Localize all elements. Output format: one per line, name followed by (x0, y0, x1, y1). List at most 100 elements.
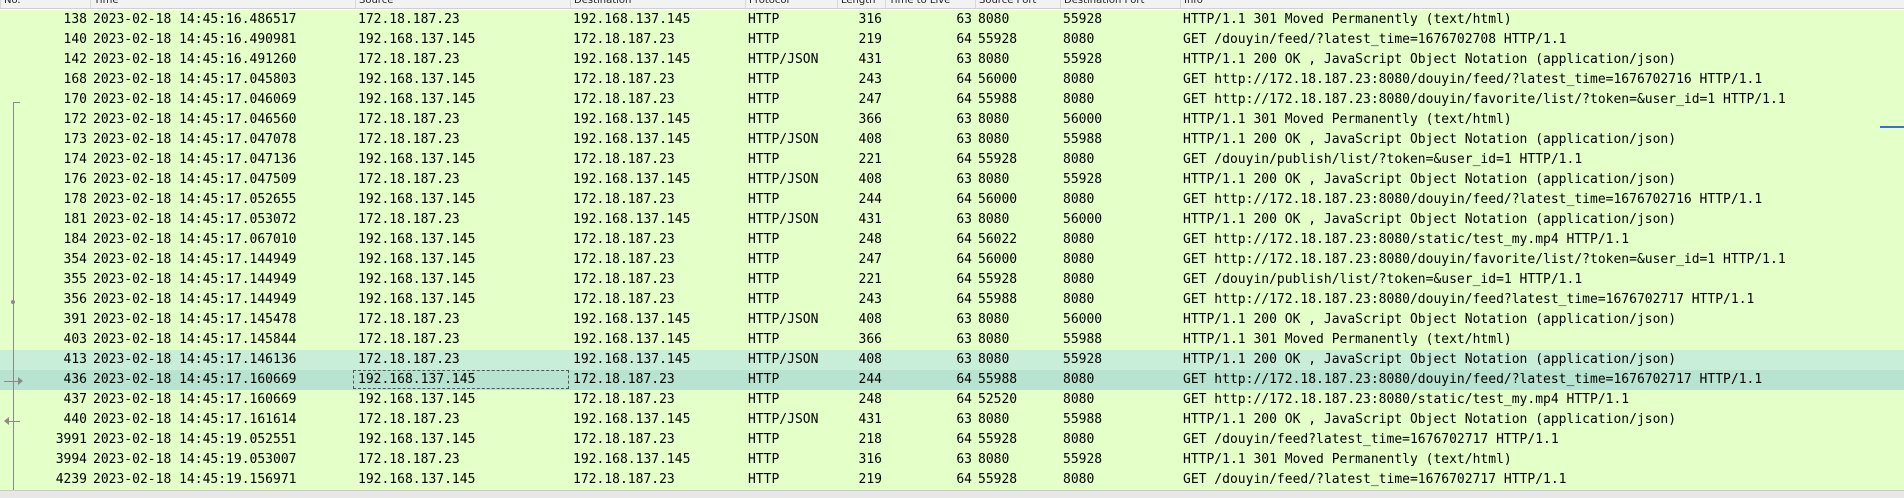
table-row[interactable]: 3991 2023-02-18 14:45:19.052551 192.168.13… (0, 430, 1904, 450)
table-row[interactable]: 168 2023-02-18 14:45:17.045803 192.168.137… (0, 70, 1904, 90)
table-row[interactable]: 172 2023-02-18 14:45:17.046560 172.18.187.… (0, 110, 1904, 130)
source-port-cell: 8080 (978, 112, 1010, 127)
table-row[interactable]: 354 2023-02-18 14:45:17.144949 192.168.137… (0, 250, 1904, 270)
dest-port-cell: 55928 (1063, 52, 1103, 67)
table-row[interactable]: 142 2023-02-18 14:45:16.491260 172.18.187.… (0, 50, 1904, 70)
time-cell: 2023-02-18 14:45:17.145844 (93, 332, 297, 347)
table-row[interactable]: 184 2023-02-18 14:45:17.067010 192.168.137… (0, 230, 1904, 250)
time-cell: 2023-02-18 14:45:17.145478 (93, 312, 297, 327)
no-cell: 172 (63, 112, 87, 127)
dest-port-cell: 8080 (1063, 72, 1095, 87)
ttl-cell: 63 (956, 412, 972, 427)
scrollbar-position-marker (1880, 126, 1904, 128)
column-header-no[interactable]: No. (0, 0, 90, 8)
destination-cell: 172.18.187.23 (573, 92, 675, 107)
source-port-cell: 8080 (978, 332, 1010, 347)
time-cell: 2023-02-18 14:45:17.144949 (93, 252, 297, 267)
table-row[interactable]: 140 2023-02-18 14:45:16.490981 192.168.137… (0, 30, 1904, 50)
destination-cell: 172.18.187.23 (573, 392, 675, 407)
ttl-cell: 63 (956, 352, 972, 367)
table-row[interactable]: 170 2023-02-18 14:45:17.046069 192.168.137… (0, 90, 1904, 110)
column-header-info[interactable]: Info (1180, 0, 1904, 8)
column-header-dest-port[interactable]: Destination Port (1060, 0, 1180, 8)
table-row-selected[interactable]: 436 2023-02-18 14:45:17.160669 192.168.137… (0, 370, 1904, 390)
time-cell: 2023-02-18 14:45:16.486517 (93, 12, 297, 27)
table-row[interactable]: 356 2023-02-18 14:45:17.144949 192.168.137… (0, 290, 1904, 310)
destination-cell: 192.168.137.145 (573, 12, 691, 27)
info-cell: HTTP/1.1 200 OK , JavaScript Object Nota… (1183, 352, 1677, 367)
column-header-source[interactable]: Source (355, 0, 570, 8)
source-port-cell: 8080 (978, 132, 1010, 147)
source-port-cell: 56000 (978, 252, 1018, 267)
time-cell: 2023-02-18 14:45:17.045803 (93, 72, 297, 87)
info-cell: HTTP/1.1 200 OK , JavaScript Object Nota… (1183, 132, 1677, 147)
table-row[interactable]: 178 2023-02-18 14:45:17.052655 192.168.137… (0, 190, 1904, 210)
column-header-source-port[interactable]: Source Port (975, 0, 1060, 8)
info-cell: GET /douyin/publish/list/?token=&user_id… (1183, 272, 1583, 287)
table-row[interactable]: 174 2023-02-18 14:45:17.047136 192.168.137… (0, 150, 1904, 170)
destination-cell: 172.18.187.23 (573, 192, 675, 207)
no-cell: 176 (63, 172, 87, 187)
protocol-cell: HTTP (748, 372, 780, 387)
destination-cell: 192.168.137.145 (573, 172, 691, 187)
dest-port-cell: 8080 (1063, 92, 1095, 107)
length-cell: 218 (858, 432, 882, 447)
no-cell: 354 (63, 252, 87, 267)
column-header-ttl[interactable]: Time to Live (885, 0, 975, 8)
related-request-arrow-line (4, 381, 18, 382)
related-request-arrow-icon (18, 377, 23, 385)
destination-cell: 172.18.187.23 (573, 232, 675, 247)
time-cell: 2023-02-18 14:45:17.160669 (93, 392, 297, 407)
length-cell: 408 (858, 132, 882, 147)
table-row[interactable]: 4239 2023-02-18 14:45:19.156971 192.168.13… (0, 470, 1904, 490)
destination-cell: 172.18.187.23 (573, 292, 675, 307)
table-row[interactable]: 176 2023-02-18 14:45:17.047509 172.18.187.… (0, 170, 1904, 190)
table-row[interactable]: 403 2023-02-18 14:45:17.145844 172.18.187.… (0, 330, 1904, 350)
related-packet-dot (11, 300, 15, 304)
dest-port-cell: 8080 (1063, 252, 1095, 267)
length-cell: 431 (858, 212, 882, 227)
protocol-cell: HTTP (748, 452, 780, 467)
time-cell: 2023-02-18 14:45:19.052551 (93, 432, 297, 447)
source-cell: 192.168.137.145 (358, 192, 476, 207)
no-cell: 173 (63, 132, 87, 147)
protocol-cell: HTTP (748, 472, 780, 487)
ttl-cell: 63 (956, 312, 972, 327)
destination-cell: 172.18.187.23 (573, 72, 675, 87)
dest-port-cell: 8080 (1063, 372, 1095, 387)
table-row[interactable]: 173 2023-02-18 14:45:17.047078 172.18.187.… (0, 130, 1904, 150)
table-row[interactable]: 440 2023-02-18 14:45:17.161614 172.18.187.… (0, 410, 1904, 430)
table-row[interactable]: 391 2023-02-18 14:45:17.145478 172.18.187.… (0, 310, 1904, 330)
length-cell: 244 (858, 192, 882, 207)
table-row[interactable]: 138 2023-02-18 14:45:16.486517 172.18.187.… (0, 10, 1904, 30)
info-cell: GET http://172.18.187.23:8080/douyin/fee… (1183, 292, 1755, 307)
ttl-cell: 63 (956, 12, 972, 27)
destination-cell: 192.168.137.145 (573, 412, 691, 427)
column-header-time[interactable]: Time (90, 0, 355, 8)
length-cell: 316 (858, 452, 882, 467)
source-port-cell: 52520 (978, 392, 1018, 407)
destination-cell: 172.18.187.23 (573, 32, 675, 47)
time-cell: 2023-02-18 14:45:17.046560 (93, 112, 297, 127)
time-cell: 2023-02-18 14:45:17.052655 (93, 192, 297, 207)
source-port-cell: 8080 (978, 412, 1010, 427)
table-row[interactable]: 3994 2023-02-18 14:45:19.053007 172.18.187… (0, 450, 1904, 470)
source-port-cell: 8080 (978, 52, 1010, 67)
horizontal-scrollbar[interactable] (0, 490, 1904, 498)
destination-cell: 172.18.187.23 (573, 252, 675, 267)
table-row[interactable]: 181 2023-02-18 14:45:17.053072 172.18.187.… (0, 210, 1904, 230)
protocol-cell: HTTP (748, 12, 780, 27)
column-header-length[interactable]: Length (837, 0, 885, 8)
column-header-destination[interactable]: Destination (570, 0, 745, 8)
source-port-cell: 56000 (978, 192, 1018, 207)
source-port-cell: 55928 (978, 272, 1018, 287)
table-row[interactable]: 413 2023-02-18 14:45:17.146136 172.18.187.… (0, 350, 1904, 370)
table-row[interactable]: 355 2023-02-18 14:45:17.144949 192.168.137… (0, 270, 1904, 290)
info-cell: HTTP/1.1 200 OK , JavaScript Object Nota… (1183, 312, 1677, 327)
column-header-protocol[interactable]: Protocol (745, 0, 837, 8)
ttl-cell: 63 (956, 452, 972, 467)
table-row[interactable]: 437 2023-02-18 14:45:17.160669 192.168.137… (0, 390, 1904, 410)
length-cell: 408 (858, 312, 882, 327)
source-cell: 192.168.137.145 (358, 472, 476, 487)
